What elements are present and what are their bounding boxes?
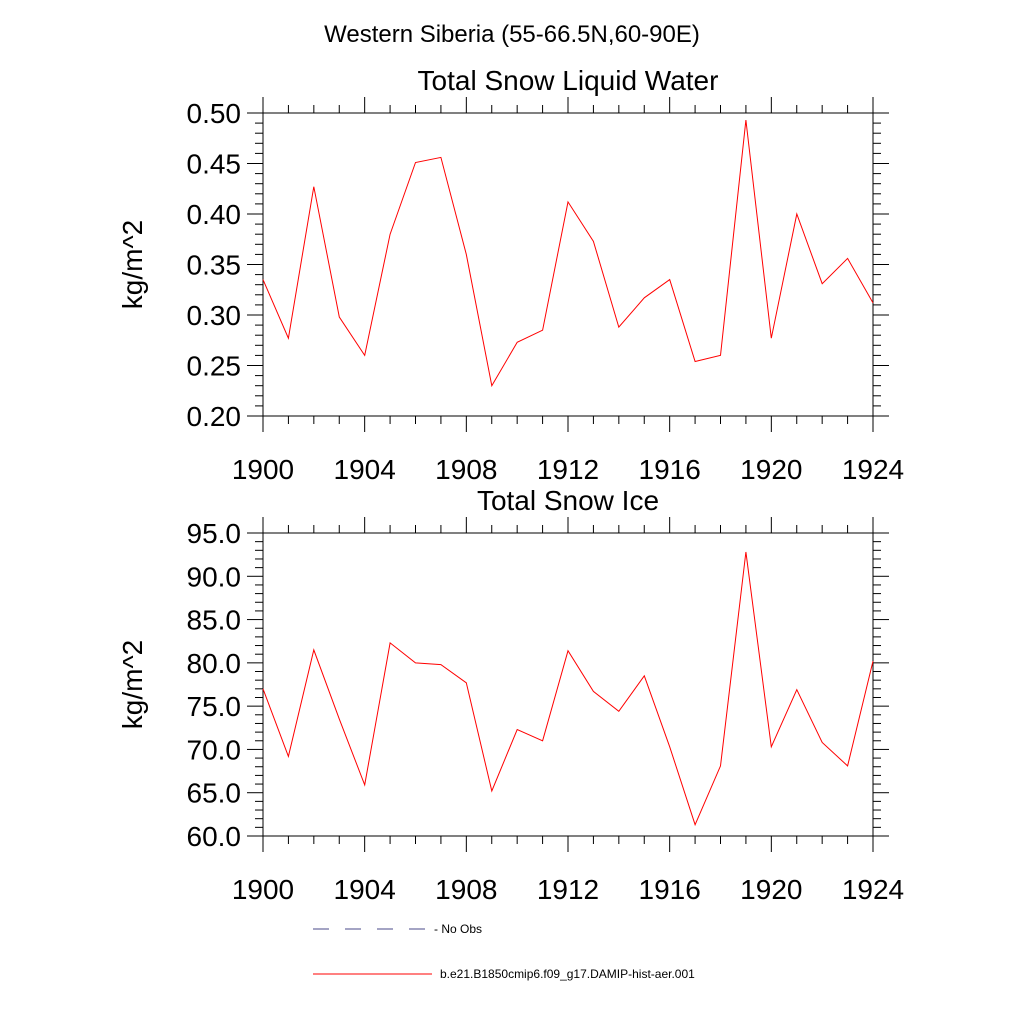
plot-frame xyxy=(262,532,874,837)
series-line-1 xyxy=(262,120,874,388)
x-tick-label: 1920 xyxy=(740,874,802,905)
y-axis-label: kg/m^2 xyxy=(117,220,148,309)
x-tick-label: 1920 xyxy=(740,454,802,485)
x-tick-label: 1924 xyxy=(842,454,904,485)
y-tick-label: 0.25 xyxy=(187,351,242,382)
y-tick-label: 0.40 xyxy=(187,199,242,230)
y-tick-label: 0.35 xyxy=(187,250,242,281)
x-tick-label: 1908 xyxy=(435,454,497,485)
y-tick-label: 95.0 xyxy=(187,518,242,549)
figure-title: Western Siberia (55-66.5N,60-90E) xyxy=(324,21,700,48)
y-tick-label: 0.20 xyxy=(187,401,242,432)
y-axis-label: kg/m^2 xyxy=(117,640,148,729)
y-tick-label: 0.30 xyxy=(187,300,242,331)
y-tick-label: 0.45 xyxy=(187,149,242,180)
y-tick-label: 70.0 xyxy=(187,734,242,765)
x-tick-label: 1912 xyxy=(537,454,599,485)
series-line-1 xyxy=(262,551,874,827)
plot-frame xyxy=(262,112,874,417)
y-tick-label: 75.0 xyxy=(187,691,242,722)
y-tick-label: 85.0 xyxy=(187,605,242,636)
chart-title: Total Snow Liquid Water xyxy=(418,65,719,96)
y-tick-label: 60.0 xyxy=(187,821,242,852)
x-tick-label: 1900 xyxy=(232,874,294,905)
chart-panels: Total Snow Liquid Water 1900 1904 1908 1912 1… xyxy=(117,65,904,905)
x-tick-label: 1908 xyxy=(435,874,497,905)
x-tick-label: 1904 xyxy=(334,874,396,905)
legend: - No Obs b.e21.B1850cmip6.f09_g17.DAMIP-h… xyxy=(313,922,695,981)
y-tick-label: 80.0 xyxy=(187,648,242,679)
y-tick-label: 0.50 xyxy=(187,98,242,129)
y-tick-label: 65.0 xyxy=(187,778,242,809)
chart-panel-1: Total Snow Liquid Water 1900 1904 1908 1912 1… xyxy=(117,65,904,485)
x-tick-label: 1924 xyxy=(842,874,904,905)
legend-label-2: b.e21.B1850cmip6.f09_g17.DAMIP-hist-aer.… xyxy=(440,967,695,981)
legend-label-1: - No Obs xyxy=(434,922,482,936)
x-tick-label: 1912 xyxy=(537,874,599,905)
chart-panel-2: Total Snow Ice 1900 1904 1908 1912 1916 1920 19… xyxy=(117,485,904,905)
x-tick-label: 1916 xyxy=(639,454,701,485)
chart-title: Total Snow Ice xyxy=(477,485,659,516)
x-tick-label: 1904 xyxy=(334,454,396,485)
y-tick-label: 90.0 xyxy=(187,561,242,592)
x-tick-label: 1900 xyxy=(232,454,294,485)
x-tick-label: 1916 xyxy=(639,874,701,905)
